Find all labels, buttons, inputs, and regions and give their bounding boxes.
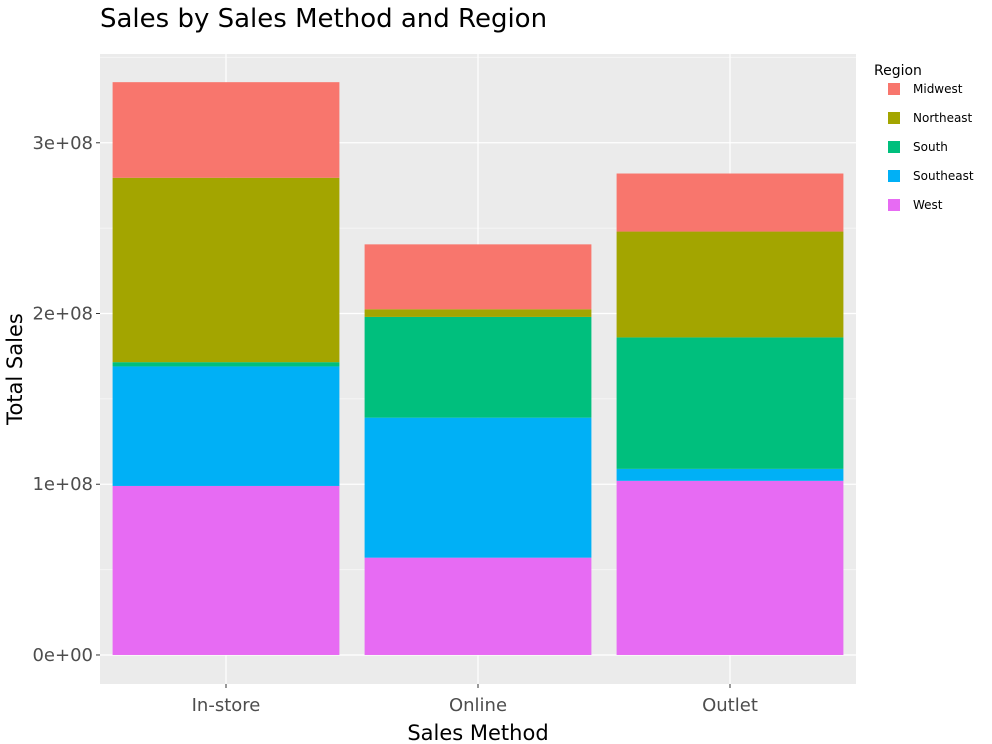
y-tick-label: 0e+00 [32,645,93,666]
legend-label-south: South [913,140,948,154]
bar-segment-midwest [616,173,844,232]
bar-segment-south [112,362,340,367]
bar-segment-midwest [112,82,340,178]
legend-label-southeast: Southeast [913,169,974,183]
bar-segment-south [616,337,844,469]
bar-segment-west [616,480,844,655]
bar-segment-south [364,316,592,418]
x-axis: In-store Online Outlet [192,684,758,716]
x-tick-label: In-store [192,695,261,716]
bar-segment-southeast [616,468,844,481]
legend: Region Midwest Northeast South Southeast Wes… [874,63,974,212]
legend-title: Region [874,63,922,79]
x-tick-label: Outlet [702,695,758,716]
x-axis-title: Sales Method [407,721,548,744]
bar-segment-midwest [364,244,592,310]
bar-segment-southeast [112,366,340,486]
y-axis: 0e+00 1e+08 2e+08 3e+08 [32,133,100,666]
bar-segment-west [112,485,340,655]
bars [112,82,844,655]
bar-segment-northeast [112,177,340,363]
y-axis-title: Total Sales [3,313,27,426]
bar-segment-west [364,557,592,655]
y-tick-label: 2e+08 [32,304,93,325]
bar-segment-northeast [364,309,592,317]
bar-segment-northeast [616,231,844,338]
legend-swatch-southeast [888,170,900,182]
legend-label-midwest: Midwest [913,82,963,96]
chart-title: Sales by Sales Method and Region [100,4,547,34]
bar-segment-southeast [364,417,592,558]
legend-swatch-south [888,141,900,153]
legend-swatch-west [888,199,900,211]
x-tick-label: Online [449,695,507,716]
legend-swatch-northeast [888,112,900,124]
legend-swatch-midwest [888,83,900,95]
legend-label-west: West [913,198,943,212]
y-tick-label: 1e+08 [32,474,93,495]
y-tick-label: 3e+08 [32,133,93,154]
legend-label-northeast: Northeast [913,111,973,125]
